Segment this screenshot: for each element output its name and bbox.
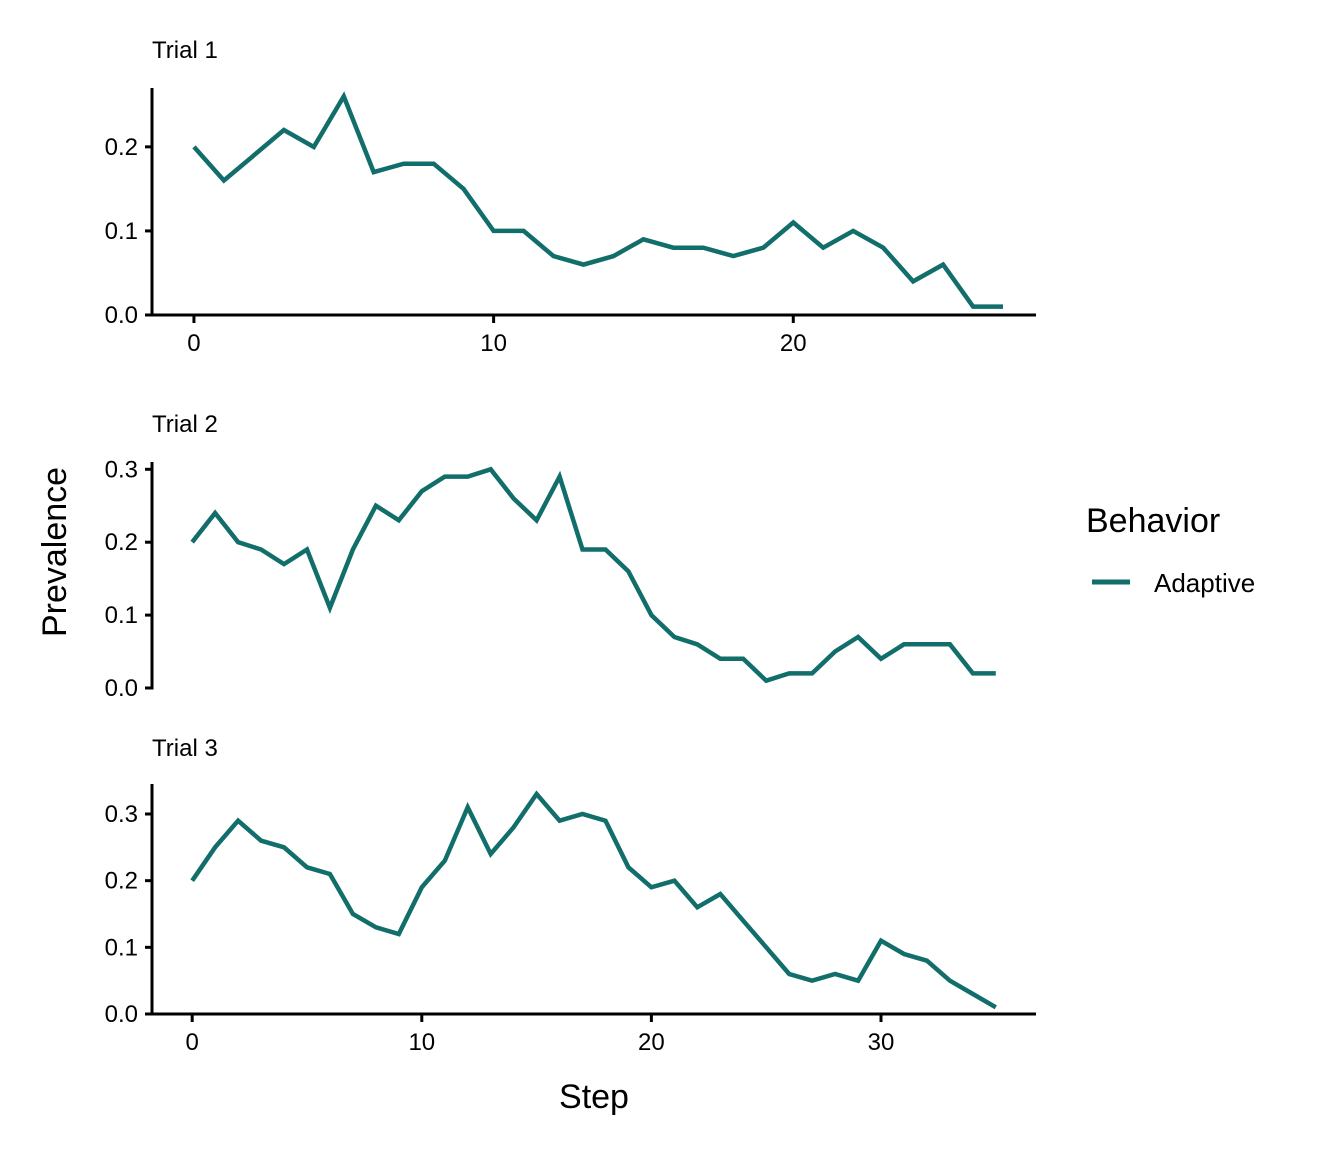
x-tick-label: 30: [868, 1029, 895, 1056]
y-tick-label: 0.2: [105, 529, 138, 556]
y-axis-title: Prevalence: [36, 467, 74, 637]
x-tick-label: 10: [408, 1029, 435, 1056]
panel-title: Trial 2: [152, 411, 218, 438]
panel-trial-3: Trial 3 0.0 0.1 0.2 0.3 0 10 20 30: [105, 735, 1036, 1056]
y-tick-label: 0.0: [105, 1001, 138, 1028]
x-axis-title: Step: [559, 1078, 629, 1116]
x-tick-label: 10: [480, 330, 507, 357]
y-tick-label: 0.2: [105, 134, 138, 161]
x-tick-label: 0: [186, 1029, 199, 1056]
panel-trial-2: Trial 2 0.0 0.1 0.2 0.3: [105, 411, 996, 702]
y-tick-label: 0.3: [105, 456, 138, 483]
series-line-adaptive: [192, 91, 1003, 309]
series-line-adaptive: [190, 466, 996, 684]
y-tick-label: 0.1: [105, 934, 138, 961]
y-tick-label: 0.1: [105, 602, 138, 629]
legend-label-adaptive: Adaptive: [1154, 568, 1255, 598]
legend-title: Behavior: [1086, 502, 1220, 540]
legend: Behavior Adaptive: [1086, 502, 1255, 598]
y-tick-label: 0.0: [105, 675, 138, 702]
series-line-adaptive: [190, 790, 997, 1010]
x-tick-label: 0: [187, 330, 200, 357]
panel-title: Trial 3: [152, 735, 218, 762]
y-tick-label: 0.3: [105, 801, 138, 828]
y-tick-label: 0.0: [105, 302, 138, 329]
panel-trial-1: Trial 1 0.0 0.1 0.2 0 10 20: [105, 37, 1036, 357]
x-tick-label: 20: [780, 330, 807, 357]
panel-title: Trial 1: [152, 37, 218, 64]
y-tick-label: 0.2: [105, 868, 138, 895]
y-tick-label: 0.1: [105, 218, 138, 245]
x-tick-label: 20: [638, 1029, 665, 1056]
